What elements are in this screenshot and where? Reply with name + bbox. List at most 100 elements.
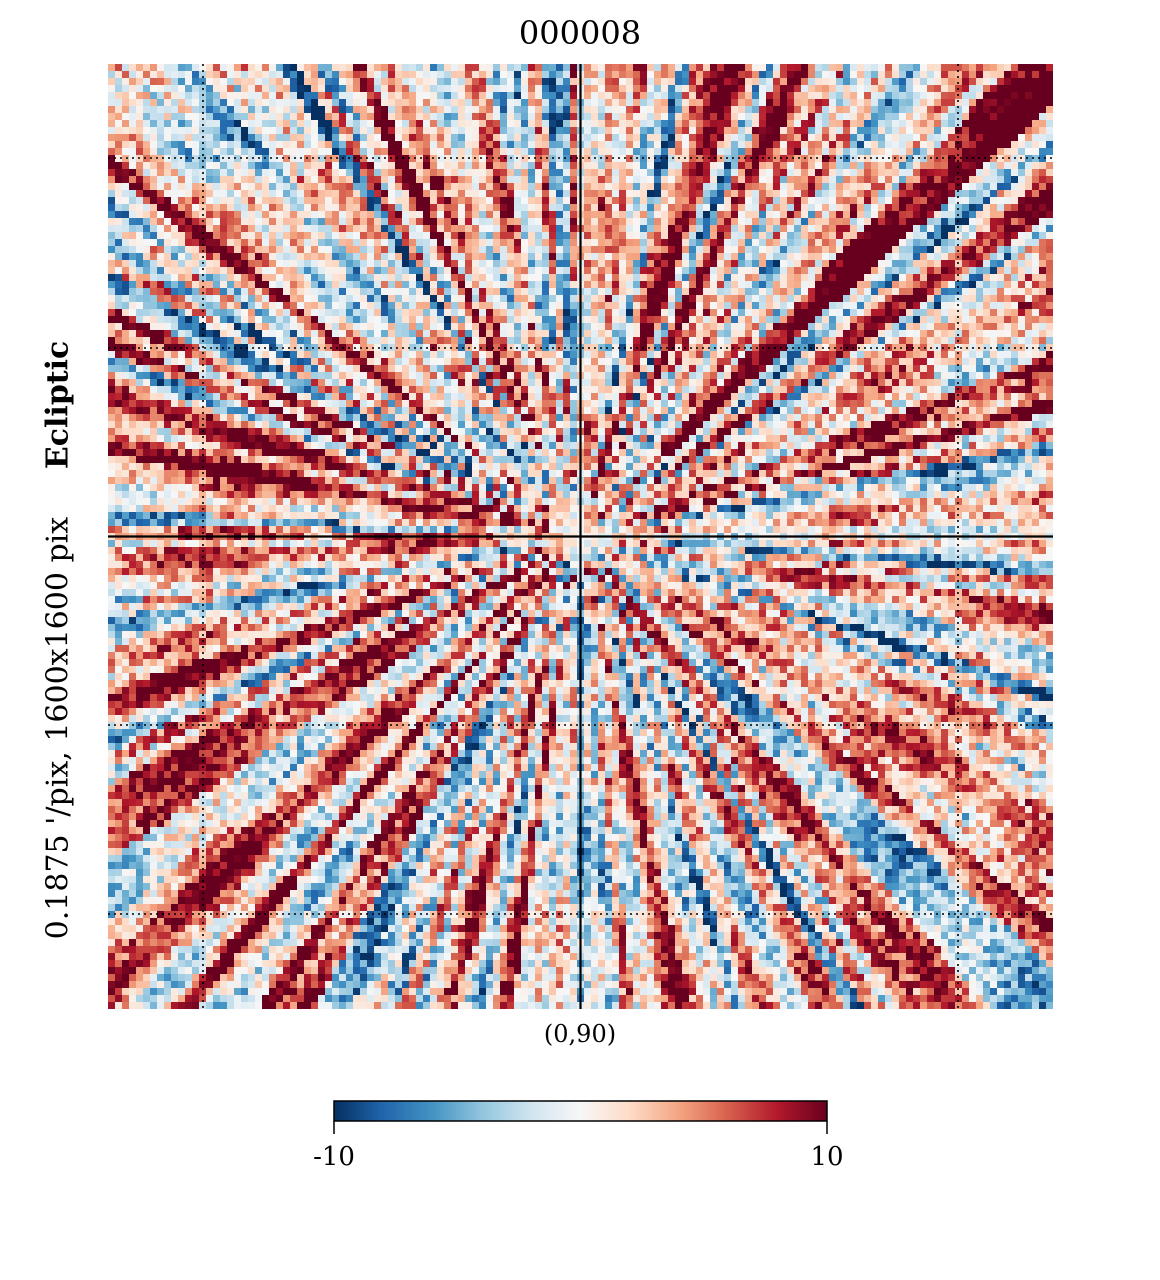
map-pixel <box>1011 176 1019 184</box>
map-pixel <box>934 176 942 184</box>
map-pixel <box>472 120 480 128</box>
map-pixel <box>297 162 305 170</box>
map-pixel <box>801 316 809 324</box>
map-pixel <box>605 197 613 205</box>
map-pixel <box>822 85 830 93</box>
map-pixel <box>612 64 620 72</box>
map-pixel <box>570 85 578 93</box>
map-pixel <box>206 218 214 226</box>
map-pixel <box>213 148 221 156</box>
map-pixel <box>374 197 382 205</box>
map-pixel <box>906 281 914 289</box>
map-pixel <box>731 106 739 114</box>
map-pixel <box>1039 71 1047 79</box>
map-pixel <box>906 218 914 226</box>
map-pixel <box>500 246 508 254</box>
map-pixel <box>353 246 361 254</box>
map-pixel <box>934 120 942 128</box>
map-pixel <box>360 71 368 79</box>
map-pixel <box>962 120 970 128</box>
map-pixel <box>129 288 137 296</box>
map-pixel <box>1032 288 1040 296</box>
map-pixel <box>416 141 424 149</box>
map-pixel <box>465 302 473 310</box>
map-pixel <box>1011 78 1019 86</box>
map-pixel <box>766 85 774 93</box>
map-pixel <box>262 218 270 226</box>
map-pixel <box>815 127 823 135</box>
map-pixel <box>451 281 459 289</box>
map-pixel <box>731 155 739 163</box>
map-pixel <box>584 169 592 177</box>
map-pixel <box>591 281 599 289</box>
map-pixel <box>535 78 543 86</box>
map-pixel <box>304 169 312 177</box>
map-pixel <box>486 316 494 324</box>
map-pixel <box>297 197 305 205</box>
map-pixel <box>640 134 648 142</box>
map-pixel <box>262 211 270 219</box>
map-pixel <box>542 260 550 268</box>
map-pixel <box>738 106 746 114</box>
map-pixel <box>416 239 424 247</box>
map-pixel <box>808 141 816 149</box>
map-pixel <box>395 92 403 100</box>
map-pixel <box>304 239 312 247</box>
map-pixel <box>878 190 886 198</box>
map-pixel <box>619 302 627 310</box>
map-pixel <box>213 204 221 212</box>
map-pixel <box>745 232 753 240</box>
map-pixel <box>192 92 200 100</box>
map-pixel <box>962 64 970 72</box>
map-pixel <box>108 155 116 163</box>
map-pixel <box>304 113 312 121</box>
map-pixel <box>339 274 347 282</box>
map-pixel <box>248 253 256 261</box>
map-pixel <box>780 295 788 303</box>
map-pixel <box>444 239 452 247</box>
map-pixel <box>892 64 900 72</box>
map-pixel <box>1039 211 1047 219</box>
map-pixel <box>311 64 319 72</box>
map-pixel <box>857 134 865 142</box>
map-pixel <box>220 141 228 149</box>
map-pixel <box>556 218 564 226</box>
map-pixel <box>850 71 858 79</box>
map-pixel <box>353 162 361 170</box>
map-pixel <box>717 246 725 254</box>
map-pixel <box>815 246 823 254</box>
map-pixel <box>633 281 641 289</box>
map-pixel <box>1039 176 1047 184</box>
map-pixel <box>262 113 270 121</box>
map-pixel <box>157 78 165 86</box>
map-pixel <box>129 281 137 289</box>
map-pixel <box>206 274 214 282</box>
map-pixel <box>388 267 396 275</box>
map-pixel <box>829 64 837 72</box>
map-pixel <box>269 106 277 114</box>
map-pixel <box>948 197 956 205</box>
map-pixel <box>542 302 550 310</box>
map-pixel <box>710 106 718 114</box>
map-pixel <box>514 295 522 303</box>
map-pixel <box>402 246 410 254</box>
map-pixel <box>836 204 844 212</box>
map-pixel <box>367 113 375 121</box>
map-pixel <box>857 309 865 317</box>
map-pixel <box>262 141 270 149</box>
map-pixel <box>507 232 515 240</box>
map-pixel <box>276 120 284 128</box>
map-pixel <box>591 85 599 93</box>
map-pixel <box>276 176 284 184</box>
map-pixel <box>864 288 872 296</box>
map-pixel <box>437 141 445 149</box>
map-pixel <box>976 232 984 240</box>
map-pixel <box>955 141 963 149</box>
map-pixel <box>269 113 277 121</box>
map-pixel <box>962 71 970 79</box>
map-pixel <box>745 92 753 100</box>
map-pixel <box>850 99 858 107</box>
map-pixel <box>318 92 326 100</box>
map-pixel <box>374 134 382 142</box>
map-pixel <box>409 246 417 254</box>
